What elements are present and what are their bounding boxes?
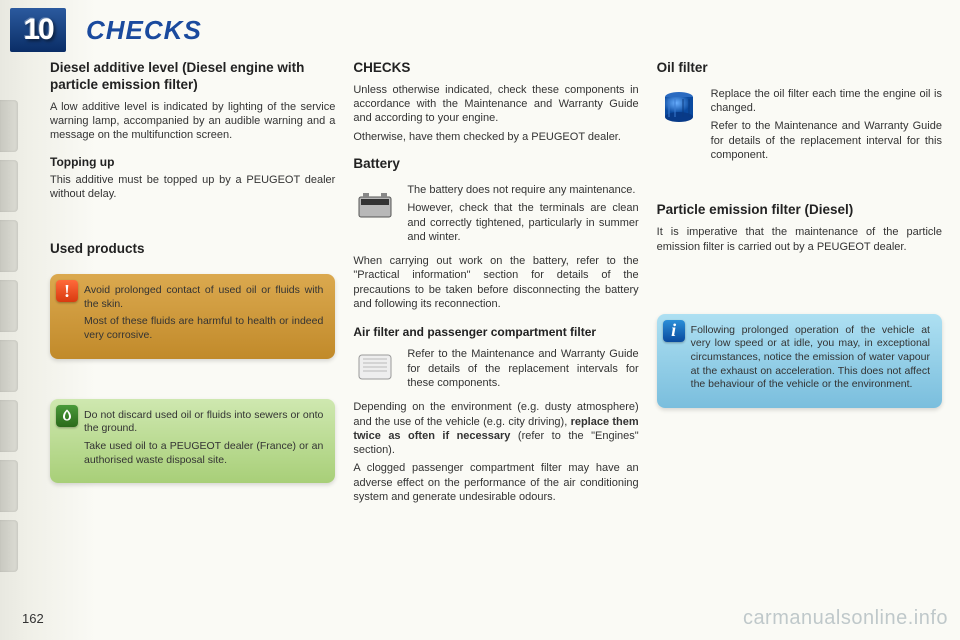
side-tab [0, 220, 18, 272]
paragraph: However, check that the terminals are cl… [407, 201, 638, 244]
paragraph: Otherwise, have them checked by a PEUGEO… [353, 130, 638, 144]
paragraph: Unless otherwise indicated, check these … [353, 83, 638, 126]
chapter-title: CHECKS [86, 15, 202, 46]
callout-info: i Following prolonged operation of the v… [657, 314, 942, 408]
column-right: Oil filter Replace the oil fil [657, 60, 942, 508]
callout-text: Following prolonged operation of the veh… [691, 324, 930, 392]
paragraph: A low additive level is indicated by lig… [50, 100, 335, 143]
side-tab [0, 400, 18, 452]
battery-icon [353, 183, 397, 223]
paragraph: Refer to the Maintenance and Warranty Gu… [407, 347, 638, 390]
heading-diesel-additive: Diesel additive level (Diesel engine wit… [50, 60, 335, 94]
oil-filter-icon [657, 87, 701, 127]
callout-warning: ! Avoid prolonged contact of used oil or… [50, 274, 335, 359]
column-left: Diesel additive level (Diesel engine wit… [50, 60, 335, 508]
chapter-number-box: 10 [10, 8, 66, 52]
air-filter-icon [353, 347, 397, 387]
paragraph: This additive must be topped up by a PEU… [50, 173, 335, 202]
column-middle: CHECKS Unless otherwise indicated, check… [353, 60, 638, 508]
paragraph: Depending on the environment (e.g. dusty… [353, 400, 638, 457]
callout-text: Do not discard used oil or fluids into s… [84, 409, 323, 436]
callout-text: Avoid prolonged contact of used oil or f… [84, 284, 323, 311]
page-number: 162 [22, 611, 44, 626]
paragraph: A clogged passenger compartment filter m… [353, 461, 638, 504]
watermark: carmanualsonline.info [743, 607, 948, 630]
paragraph: It is imperative that the maintenance of… [657, 225, 942, 254]
side-tab [0, 280, 18, 332]
heading-battery: Battery [353, 156, 638, 173]
paragraph: Refer to the Maintenance and Warranty Gu… [711, 119, 942, 162]
callout-text: Take used oil to a PEUGEOT dealer (Franc… [84, 440, 323, 467]
heading-oil-filter: Oil filter [657, 60, 942, 77]
side-tab [0, 160, 18, 212]
warning-icon: ! [56, 280, 78, 302]
paragraph: Replace the oil filter each time the eng… [711, 87, 942, 116]
callout-eco: Do not discard used oil or fluids into s… [50, 399, 335, 484]
side-tab [0, 520, 18, 572]
info-icon: i [663, 320, 685, 342]
heading-topping-up: Topping up [50, 155, 335, 169]
paragraph: The battery does not require any mainten… [407, 183, 638, 197]
side-tab [0, 100, 18, 152]
heading-air-filter: Air filter and passenger compartment fil… [353, 325, 638, 339]
heading-particle-filter: Particle emission filter (Diesel) [657, 202, 942, 219]
paragraph: When carrying out work on the battery, r… [353, 254, 638, 311]
heading-checks: CHECKS [353, 60, 638, 77]
side-tab [0, 460, 18, 512]
eco-icon [56, 405, 78, 427]
side-tabs [0, 100, 24, 580]
heading-used-products: Used products [50, 241, 335, 258]
callout-text: Most of these fluids are harmful to heal… [84, 315, 323, 342]
side-tab [0, 340, 18, 392]
